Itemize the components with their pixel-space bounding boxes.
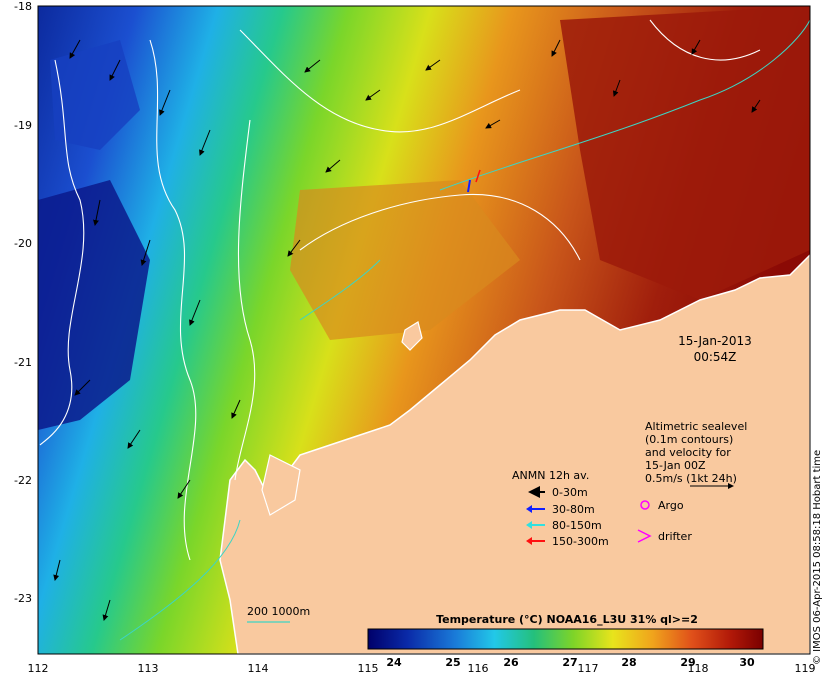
lat-tick-label: -23 [14,592,32,605]
lon-tick-label: 113 [138,662,159,675]
lon-tick-label: 116 [468,662,489,675]
lon-tick-label: 118 [688,662,709,675]
altimetry-note-line: 15-Jan 00Z [645,459,706,472]
marker-legend: Argo drifter [637,499,692,543]
cold-water-patch [38,180,150,430]
anmn-legend-label: 30-80m [552,503,595,516]
isobath-legend-label: 200 1000m [247,605,310,618]
colorbar-tick-label: 27 [562,656,577,669]
colorbar-tick-label: 25 [445,656,460,669]
australian-mainland [219,253,811,655]
altimetry-note-line: Altimetric sealevel [645,420,747,433]
altimetry-note-line: and velocity for [645,446,731,459]
lon-tick-label: 119 [795,662,816,675]
timestamp-date: 15-Jan-2013 [678,334,752,348]
longitude-axis: 112 113 114 115 116 117 118 119 [28,662,816,675]
anmn-legend-label: 80-150m [552,519,602,532]
credit-text: © IMOS 06-Apr-2015 08:58:18 Hobart time [812,449,823,665]
colorbar-tick-label: 26 [503,656,519,669]
colorbar-tick-label: 30 [739,656,755,669]
drifter-label: drifter [658,530,692,543]
lat-tick-label: -18 [14,0,32,13]
sealevel-contours [39,19,761,561]
lat-tick-label: -22 [14,474,32,487]
exmouth-gulf-coast [261,454,301,516]
velocity-vectors [53,39,761,621]
anmn-legend-arrowhead [526,537,532,545]
colorbar-scale [367,628,764,650]
colorbar-tick-label: 29 [680,656,695,669]
warm-water-patch [290,180,520,340]
lon-tick-label: 112 [28,662,49,675]
timestamp-block: 15-Jan-2013 00:54Z [678,334,752,364]
isobaths [119,19,811,641]
anmn-legend-title: ANMN 12h av. [512,469,589,482]
argo-marker-icon [640,500,650,510]
isobath-legend: 200 1000m [247,605,310,623]
anmn-legend-arrowhead [526,505,532,513]
anmn-legend-arrowhead [526,521,532,529]
barrow-island [401,321,423,351]
altimetry-note: Altimetric sealevel (0.1m contours) and … [645,420,747,489]
lon-tick-label: 115 [358,662,379,675]
anmn-mooring-vector [475,169,481,183]
argo-label: Argo [658,499,684,512]
map-frame [37,5,811,655]
cold-water-patch [50,40,140,150]
lat-tick-label: -20 [14,237,32,250]
lon-tick-label: 114 [248,662,269,675]
altimetry-note-line: 0.5m/s (1kt 24h) [645,472,737,485]
lon-tick-label: 117 [578,662,599,675]
lat-tick-label: -19 [14,119,32,132]
colorbar-title: Temperature (°C) NOAA16_L3U 31% ql>=2 [436,613,698,626]
lat-tick-label: -21 [14,356,32,369]
latitude-axis: -18 -19 -20 -21 -22 -23 [14,0,32,605]
colorbar-tick-label: 28 [621,656,636,669]
anmn-legend: ANMN 12h av. 0-30m 30-80m 80-150m 150-30… [512,469,609,548]
altimetry-note-line: (0.1m contours) [645,433,733,446]
anmn-mooring-vector [467,179,471,193]
warm-water-patch [560,6,810,300]
colorbar: Temperature (°C) NOAA16_L3U 31% ql>=2 24… [367,613,764,669]
map-panel [37,5,811,655]
anmn-legend-label: 0-30m [552,486,588,499]
drifter-marker-icon [637,529,652,543]
colorbar-tick-label: 24 [386,656,402,669]
anmn-legend-label: 150-300m [552,535,609,548]
timestamp-time: 00:54Z [694,350,737,364]
